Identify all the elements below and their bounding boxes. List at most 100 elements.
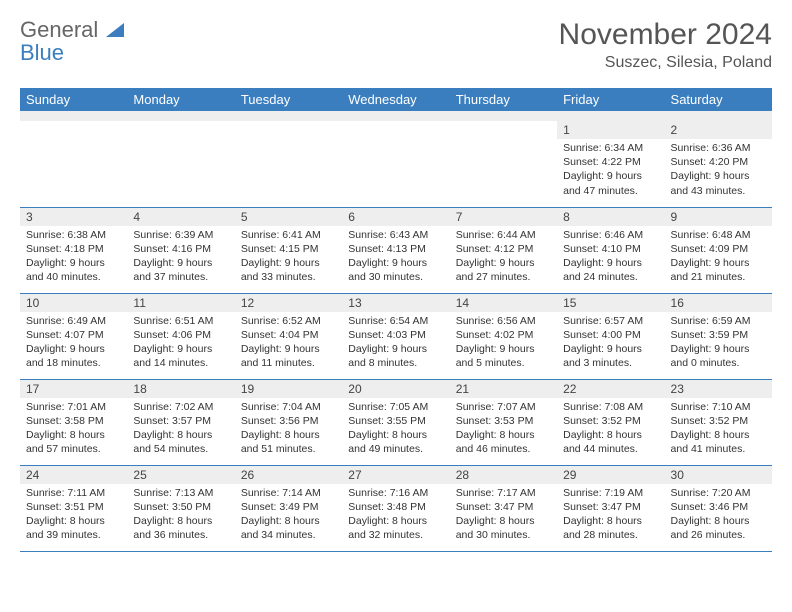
daylight-2: and 0 minutes. xyxy=(671,356,766,370)
day-header-row: Sunday Monday Tuesday Wednesday Thursday… xyxy=(20,88,772,111)
sunrise: Sunrise: 6:57 AM xyxy=(563,314,658,328)
sunset: Sunset: 3:49 PM xyxy=(241,500,336,514)
daylight-2: and 24 minutes. xyxy=(563,270,658,284)
day-number: 15 xyxy=(557,294,664,312)
day-info: Sunrise: 6:59 AMSunset: 3:59 PMDaylight:… xyxy=(665,312,772,375)
daylight-2: and 3 minutes. xyxy=(563,356,658,370)
sunrise: Sunrise: 6:34 AM xyxy=(563,141,658,155)
triangle-icon xyxy=(106,23,124,37)
calendar-day xyxy=(235,121,342,207)
day-info: Sunrise: 6:44 AMSunset: 4:12 PMDaylight:… xyxy=(450,226,557,289)
day-info: Sunrise: 7:13 AMSunset: 3:50 PMDaylight:… xyxy=(127,484,234,547)
calendar-day: 15Sunrise: 6:57 AMSunset: 4:00 PMDayligh… xyxy=(557,293,664,379)
calendar-week: 24Sunrise: 7:11 AMSunset: 3:51 PMDayligh… xyxy=(20,465,772,551)
daylight-1: Daylight: 9 hours xyxy=(348,256,443,270)
daylight-2: and 46 minutes. xyxy=(456,442,551,456)
day-number: 14 xyxy=(450,294,557,312)
calendar-day: 10Sunrise: 6:49 AMSunset: 4:07 PMDayligh… xyxy=(20,293,127,379)
sunrise: Sunrise: 7:20 AM xyxy=(671,486,766,500)
calendar-week: 17Sunrise: 7:01 AMSunset: 3:58 PMDayligh… xyxy=(20,379,772,465)
daylight-2: and 34 minutes. xyxy=(241,528,336,542)
day-info: Sunrise: 7:20 AMSunset: 3:46 PMDaylight:… xyxy=(665,484,772,547)
daylight-1: Daylight: 8 hours xyxy=(456,428,551,442)
sunset: Sunset: 3:47 PM xyxy=(563,500,658,514)
sunset: Sunset: 4:09 PM xyxy=(671,242,766,256)
location: Suszec, Silesia, Poland xyxy=(559,54,772,72)
sunset: Sunset: 4:04 PM xyxy=(241,328,336,342)
sunrise: Sunrise: 7:04 AM xyxy=(241,400,336,414)
sunrise: Sunrise: 6:51 AM xyxy=(133,314,228,328)
spacer-row xyxy=(20,111,772,121)
daylight-1: Daylight: 8 hours xyxy=(671,514,766,528)
calendar-day: 17Sunrise: 7:01 AMSunset: 3:58 PMDayligh… xyxy=(20,379,127,465)
sunrise: Sunrise: 6:59 AM xyxy=(671,314,766,328)
daylight-1: Daylight: 9 hours xyxy=(456,342,551,356)
day-info: Sunrise: 6:57 AMSunset: 4:00 PMDaylight:… xyxy=(557,312,664,375)
daylight-2: and 8 minutes. xyxy=(348,356,443,370)
sunrise: Sunrise: 7:05 AM xyxy=(348,400,443,414)
daylight-2: and 33 minutes. xyxy=(241,270,336,284)
calendar-day: 16Sunrise: 6:59 AMSunset: 3:59 PMDayligh… xyxy=(665,293,772,379)
day-info: Sunrise: 7:17 AMSunset: 3:47 PMDaylight:… xyxy=(450,484,557,547)
col-thursday: Thursday xyxy=(450,88,557,111)
day-number: 6 xyxy=(342,208,449,226)
daylight-2: and 30 minutes. xyxy=(348,270,443,284)
day-number: 5 xyxy=(235,208,342,226)
calendar-day: 21Sunrise: 7:07 AMSunset: 3:53 PMDayligh… xyxy=(450,379,557,465)
calendar-day: 28Sunrise: 7:17 AMSunset: 3:47 PMDayligh… xyxy=(450,465,557,551)
daylight-1: Daylight: 9 hours xyxy=(671,256,766,270)
sunset: Sunset: 3:48 PM xyxy=(348,500,443,514)
sunset: Sunset: 4:03 PM xyxy=(348,328,443,342)
daylight-1: Daylight: 8 hours xyxy=(563,514,658,528)
sunrise: Sunrise: 7:13 AM xyxy=(133,486,228,500)
day-number: 11 xyxy=(127,294,234,312)
daylight-2: and 26 minutes. xyxy=(671,528,766,542)
daylight-1: Daylight: 9 hours xyxy=(241,342,336,356)
day-info: Sunrise: 6:36 AMSunset: 4:20 PMDaylight:… xyxy=(665,139,772,202)
daylight-2: and 44 minutes. xyxy=(563,442,658,456)
daylight-1: Daylight: 8 hours xyxy=(26,428,121,442)
day-info: Sunrise: 7:11 AMSunset: 3:51 PMDaylight:… xyxy=(20,484,127,547)
daylight-2: and 11 minutes. xyxy=(241,356,336,370)
calendar-body: 1Sunrise: 6:34 AMSunset: 4:22 PMDaylight… xyxy=(20,121,772,551)
sunrise: Sunrise: 7:10 AM xyxy=(671,400,766,414)
sunset: Sunset: 3:53 PM xyxy=(456,414,551,428)
col-friday: Friday xyxy=(557,88,664,111)
daylight-2: and 18 minutes. xyxy=(26,356,121,370)
logo: General Blue xyxy=(20,18,124,64)
day-info: Sunrise: 7:16 AMSunset: 3:48 PMDaylight:… xyxy=(342,484,449,547)
sunrise: Sunrise: 7:02 AM xyxy=(133,400,228,414)
sunrise: Sunrise: 7:07 AM xyxy=(456,400,551,414)
calendar-day: 30Sunrise: 7:20 AMSunset: 3:46 PMDayligh… xyxy=(665,465,772,551)
col-sunday: Sunday xyxy=(20,88,127,111)
calendar-day: 6Sunrise: 6:43 AMSunset: 4:13 PMDaylight… xyxy=(342,207,449,293)
sunset: Sunset: 3:52 PM xyxy=(563,414,658,428)
daylight-1: Daylight: 8 hours xyxy=(133,514,228,528)
daylight-1: Daylight: 8 hours xyxy=(671,428,766,442)
sunset: Sunset: 4:00 PM xyxy=(563,328,658,342)
calendar-week: 10Sunrise: 6:49 AMSunset: 4:07 PMDayligh… xyxy=(20,293,772,379)
calendar-week: 1Sunrise: 6:34 AMSunset: 4:22 PMDaylight… xyxy=(20,121,772,207)
daylight-2: and 5 minutes. xyxy=(456,356,551,370)
daylight-1: Daylight: 9 hours xyxy=(26,342,121,356)
day-number: 17 xyxy=(20,380,127,398)
daylight-2: and 51 minutes. xyxy=(241,442,336,456)
day-number: 4 xyxy=(127,208,234,226)
sunrise: Sunrise: 7:16 AM xyxy=(348,486,443,500)
sunset: Sunset: 4:06 PM xyxy=(133,328,228,342)
logo-line2: Blue xyxy=(20,40,64,65)
calendar-week: 3Sunrise: 6:38 AMSunset: 4:18 PMDaylight… xyxy=(20,207,772,293)
day-number: 7 xyxy=(450,208,557,226)
daylight-1: Daylight: 9 hours xyxy=(671,169,766,183)
day-info: Sunrise: 6:46 AMSunset: 4:10 PMDaylight:… xyxy=(557,226,664,289)
sunrise: Sunrise: 6:44 AM xyxy=(456,228,551,242)
day-number: 26 xyxy=(235,466,342,484)
sunrise: Sunrise: 6:56 AM xyxy=(456,314,551,328)
day-info: Sunrise: 7:08 AMSunset: 3:52 PMDaylight:… xyxy=(557,398,664,461)
day-info: Sunrise: 6:34 AMSunset: 4:22 PMDaylight:… xyxy=(557,139,664,202)
daylight-2: and 49 minutes. xyxy=(348,442,443,456)
calendar-day: 23Sunrise: 7:10 AMSunset: 3:52 PMDayligh… xyxy=(665,379,772,465)
calendar-day xyxy=(342,121,449,207)
day-info: Sunrise: 6:51 AMSunset: 4:06 PMDaylight:… xyxy=(127,312,234,375)
day-info: Sunrise: 6:54 AMSunset: 4:03 PMDaylight:… xyxy=(342,312,449,375)
